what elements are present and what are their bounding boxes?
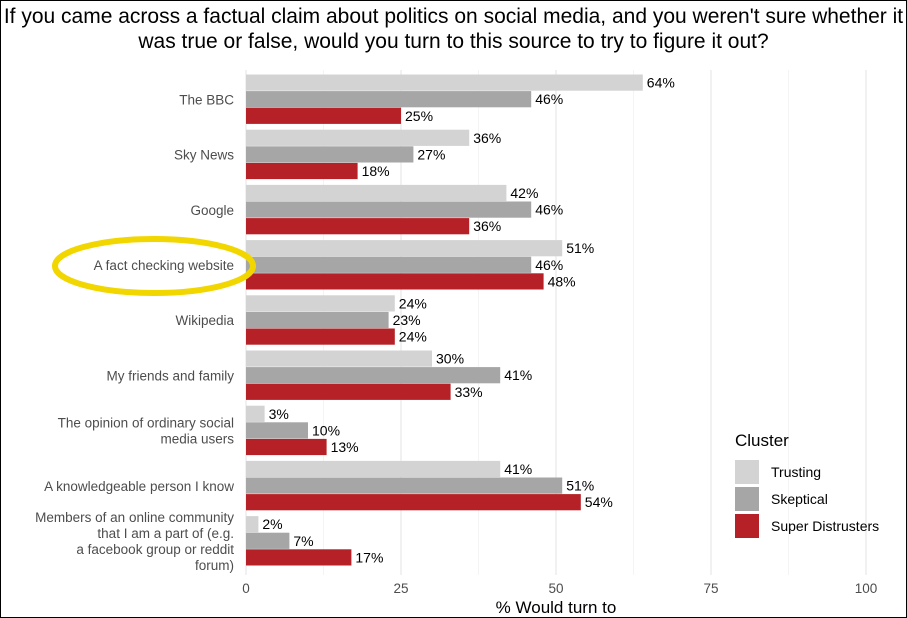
- bar: [246, 74, 643, 91]
- bar: [246, 477, 563, 494]
- bar: [246, 516, 259, 533]
- value-label: 23%: [393, 312, 421, 328]
- bar: [246, 494, 581, 511]
- x-tick-label: 100: [855, 581, 878, 596]
- value-label: 24%: [399, 295, 427, 311]
- value-label: 25%: [405, 108, 433, 124]
- legend-swatch: [735, 487, 759, 511]
- value-label: 33%: [455, 384, 483, 400]
- highlight-ellipse: [52, 236, 256, 296]
- bar: [246, 311, 389, 329]
- value-label: 64%: [647, 75, 675, 91]
- x-tick-label: 50: [548, 581, 563, 596]
- x-tick-labels: 0 25 50 75 100: [242, 581, 877, 596]
- value-label: 7%: [293, 533, 313, 549]
- category-label-line: Members of an online community: [35, 510, 234, 525]
- bar: [246, 438, 327, 456]
- value-label: 13%: [331, 439, 359, 455]
- highlight-ring: [52, 236, 256, 296]
- bar: [246, 295, 395, 312]
- bar: [246, 146, 414, 163]
- bar: [246, 328, 395, 345]
- value-label: 42%: [510, 185, 538, 201]
- value-label: 30%: [436, 351, 464, 367]
- x-tick-label: 75: [703, 581, 718, 596]
- x-tick-label: 0: [242, 581, 250, 596]
- value-label: 46%: [535, 91, 563, 107]
- value-labels: 64%46%25%36%27%18%42%46%36%51%46%48%24%2…: [262, 75, 674, 566]
- bar: [246, 201, 532, 218]
- category-label: The opinion of ordinary social media user…: [58, 416, 235, 447]
- bar: [246, 240, 563, 257]
- value-label: 3%: [269, 406, 289, 422]
- bar: [246, 273, 544, 290]
- bars-layer: [246, 74, 643, 566]
- value-label: 36%: [473, 130, 501, 146]
- legend-swatch: [735, 514, 759, 538]
- legend-entry: Skeptical: [771, 491, 828, 507]
- value-label: 41%: [504, 367, 532, 383]
- chart-title: If you came across a factual claim about…: [3, 5, 904, 53]
- bar: [246, 184, 507, 202]
- value-label: 51%: [566, 240, 594, 256]
- value-label: 41%: [504, 461, 532, 477]
- legend: Cluster Trusting Skeptical Super Distruste…: [735, 431, 879, 538]
- bar: [246, 549, 352, 566]
- category-label: A knowledgeable person I know: [44, 479, 234, 494]
- value-label: 46%: [535, 202, 563, 218]
- bar: [246, 460, 501, 478]
- bar: [246, 129, 470, 146]
- x-tick-label: 25: [393, 581, 408, 596]
- category-label-line: A fact checking website: [94, 258, 234, 273]
- value-label: 36%: [473, 218, 501, 234]
- category-label: Members of an online community that I am …: [35, 510, 234, 573]
- bar: [246, 218, 470, 235]
- category-label-line: Wikipedia: [175, 313, 234, 328]
- category-label: Wikipedia: [175, 313, 234, 328]
- bar: [246, 532, 290, 549]
- category-label: My friends and family: [106, 368, 234, 383]
- category-label: Sky News: [174, 148, 234, 163]
- value-label: 51%: [566, 478, 594, 494]
- value-label: 2%: [262, 516, 282, 532]
- bar: [246, 383, 451, 400]
- category-label: Google: [190, 203, 234, 218]
- category-label-line: that I am a part of (e.g.: [97, 526, 234, 541]
- category-label-line: a facebook group or reddit: [76, 542, 234, 557]
- value-label: 54%: [585, 494, 613, 510]
- value-label: 46%: [535, 257, 563, 273]
- category-label-line: media users: [160, 432, 234, 447]
- category-label-line: The BBC: [179, 92, 234, 107]
- category-label-line: Sky News: [174, 148, 234, 163]
- category-labels: The BBC Sky News Google A fact checking web…: [35, 92, 234, 573]
- category-label: The BBC: [179, 92, 234, 107]
- bar: [246, 107, 401, 124]
- bar: [246, 422, 308, 439]
- category-label-line: forum): [195, 558, 234, 573]
- bar: [246, 367, 501, 384]
- legend-entry: Super Distrusters: [771, 518, 879, 534]
- value-label: 17%: [355, 549, 383, 565]
- category-label-line: Google: [190, 203, 234, 218]
- legend-swatch: [735, 460, 759, 484]
- legend-entry: Trusting: [771, 464, 821, 480]
- bar: [246, 162, 358, 180]
- x-axis-label: % Would turn to: [496, 598, 617, 617]
- value-label: 10%: [312, 422, 340, 438]
- value-label: 48%: [548, 273, 576, 289]
- bar: [246, 256, 532, 273]
- category-label-line: My friends and family: [106, 368, 234, 383]
- bar: [246, 91, 532, 108]
- value-label: 27%: [417, 146, 445, 162]
- bar: [246, 350, 432, 367]
- category-label-line: A knowledgeable person I know: [44, 479, 234, 494]
- category-label-line: The opinion of ordinary social: [58, 416, 234, 431]
- bar: [246, 405, 265, 422]
- value-label: 18%: [362, 163, 390, 179]
- value-label: 24%: [399, 329, 427, 345]
- category-label: A fact checking website: [94, 258, 234, 273]
- legend-title: Cluster: [735, 431, 789, 450]
